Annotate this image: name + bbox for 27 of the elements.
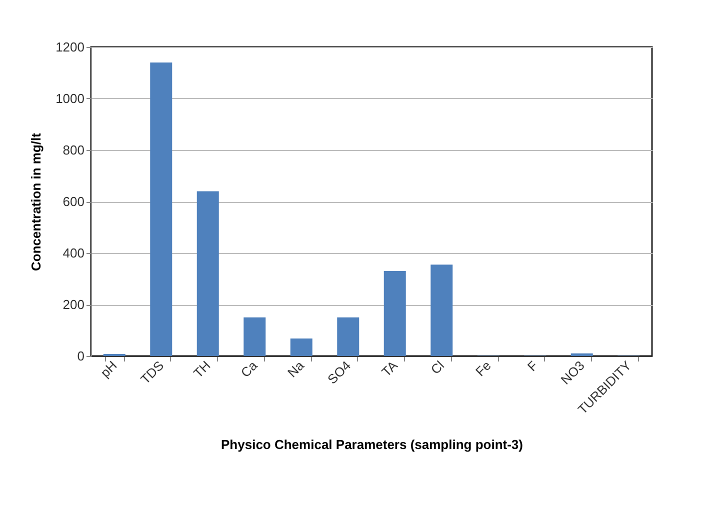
y-tick-label: 600 <box>62 194 84 209</box>
x-axis-title: Physico Chemical Parameters (sampling point-3) <box>221 436 523 452</box>
x-tick-label: pH <box>97 358 120 380</box>
x-tick-label: Ca <box>238 357 261 380</box>
bar <box>244 317 266 356</box>
y-tick-label: 800 <box>62 142 84 158</box>
x-tick-label: TA <box>378 358 401 380</box>
x-tick-label: Na <box>284 357 308 380</box>
bar <box>337 317 360 356</box>
bar <box>150 62 172 356</box>
x-tick-label: TDS <box>138 358 167 387</box>
x-tick-label: Cl <box>428 358 448 378</box>
x-tick-label: TH <box>190 358 214 381</box>
x-tick-label: F <box>524 358 541 374</box>
bar <box>430 264 453 356</box>
y-tick-label: 1000 <box>56 91 84 106</box>
bar <box>570 353 593 356</box>
y-axis-title: Concentration in mg/lt <box>28 132 44 271</box>
y-tick-label: 400 <box>62 246 84 260</box>
x-tick-label: SO4 <box>324 358 354 387</box>
bar <box>290 338 312 356</box>
bar <box>196 191 219 356</box>
x-tick-label: Fe <box>472 358 494 380</box>
bar <box>384 271 406 356</box>
y-tick-label: 200 <box>62 297 84 312</box>
y-tick-label: 1200 <box>56 40 84 54</box>
y-tick-label: 0 <box>77 348 84 364</box>
